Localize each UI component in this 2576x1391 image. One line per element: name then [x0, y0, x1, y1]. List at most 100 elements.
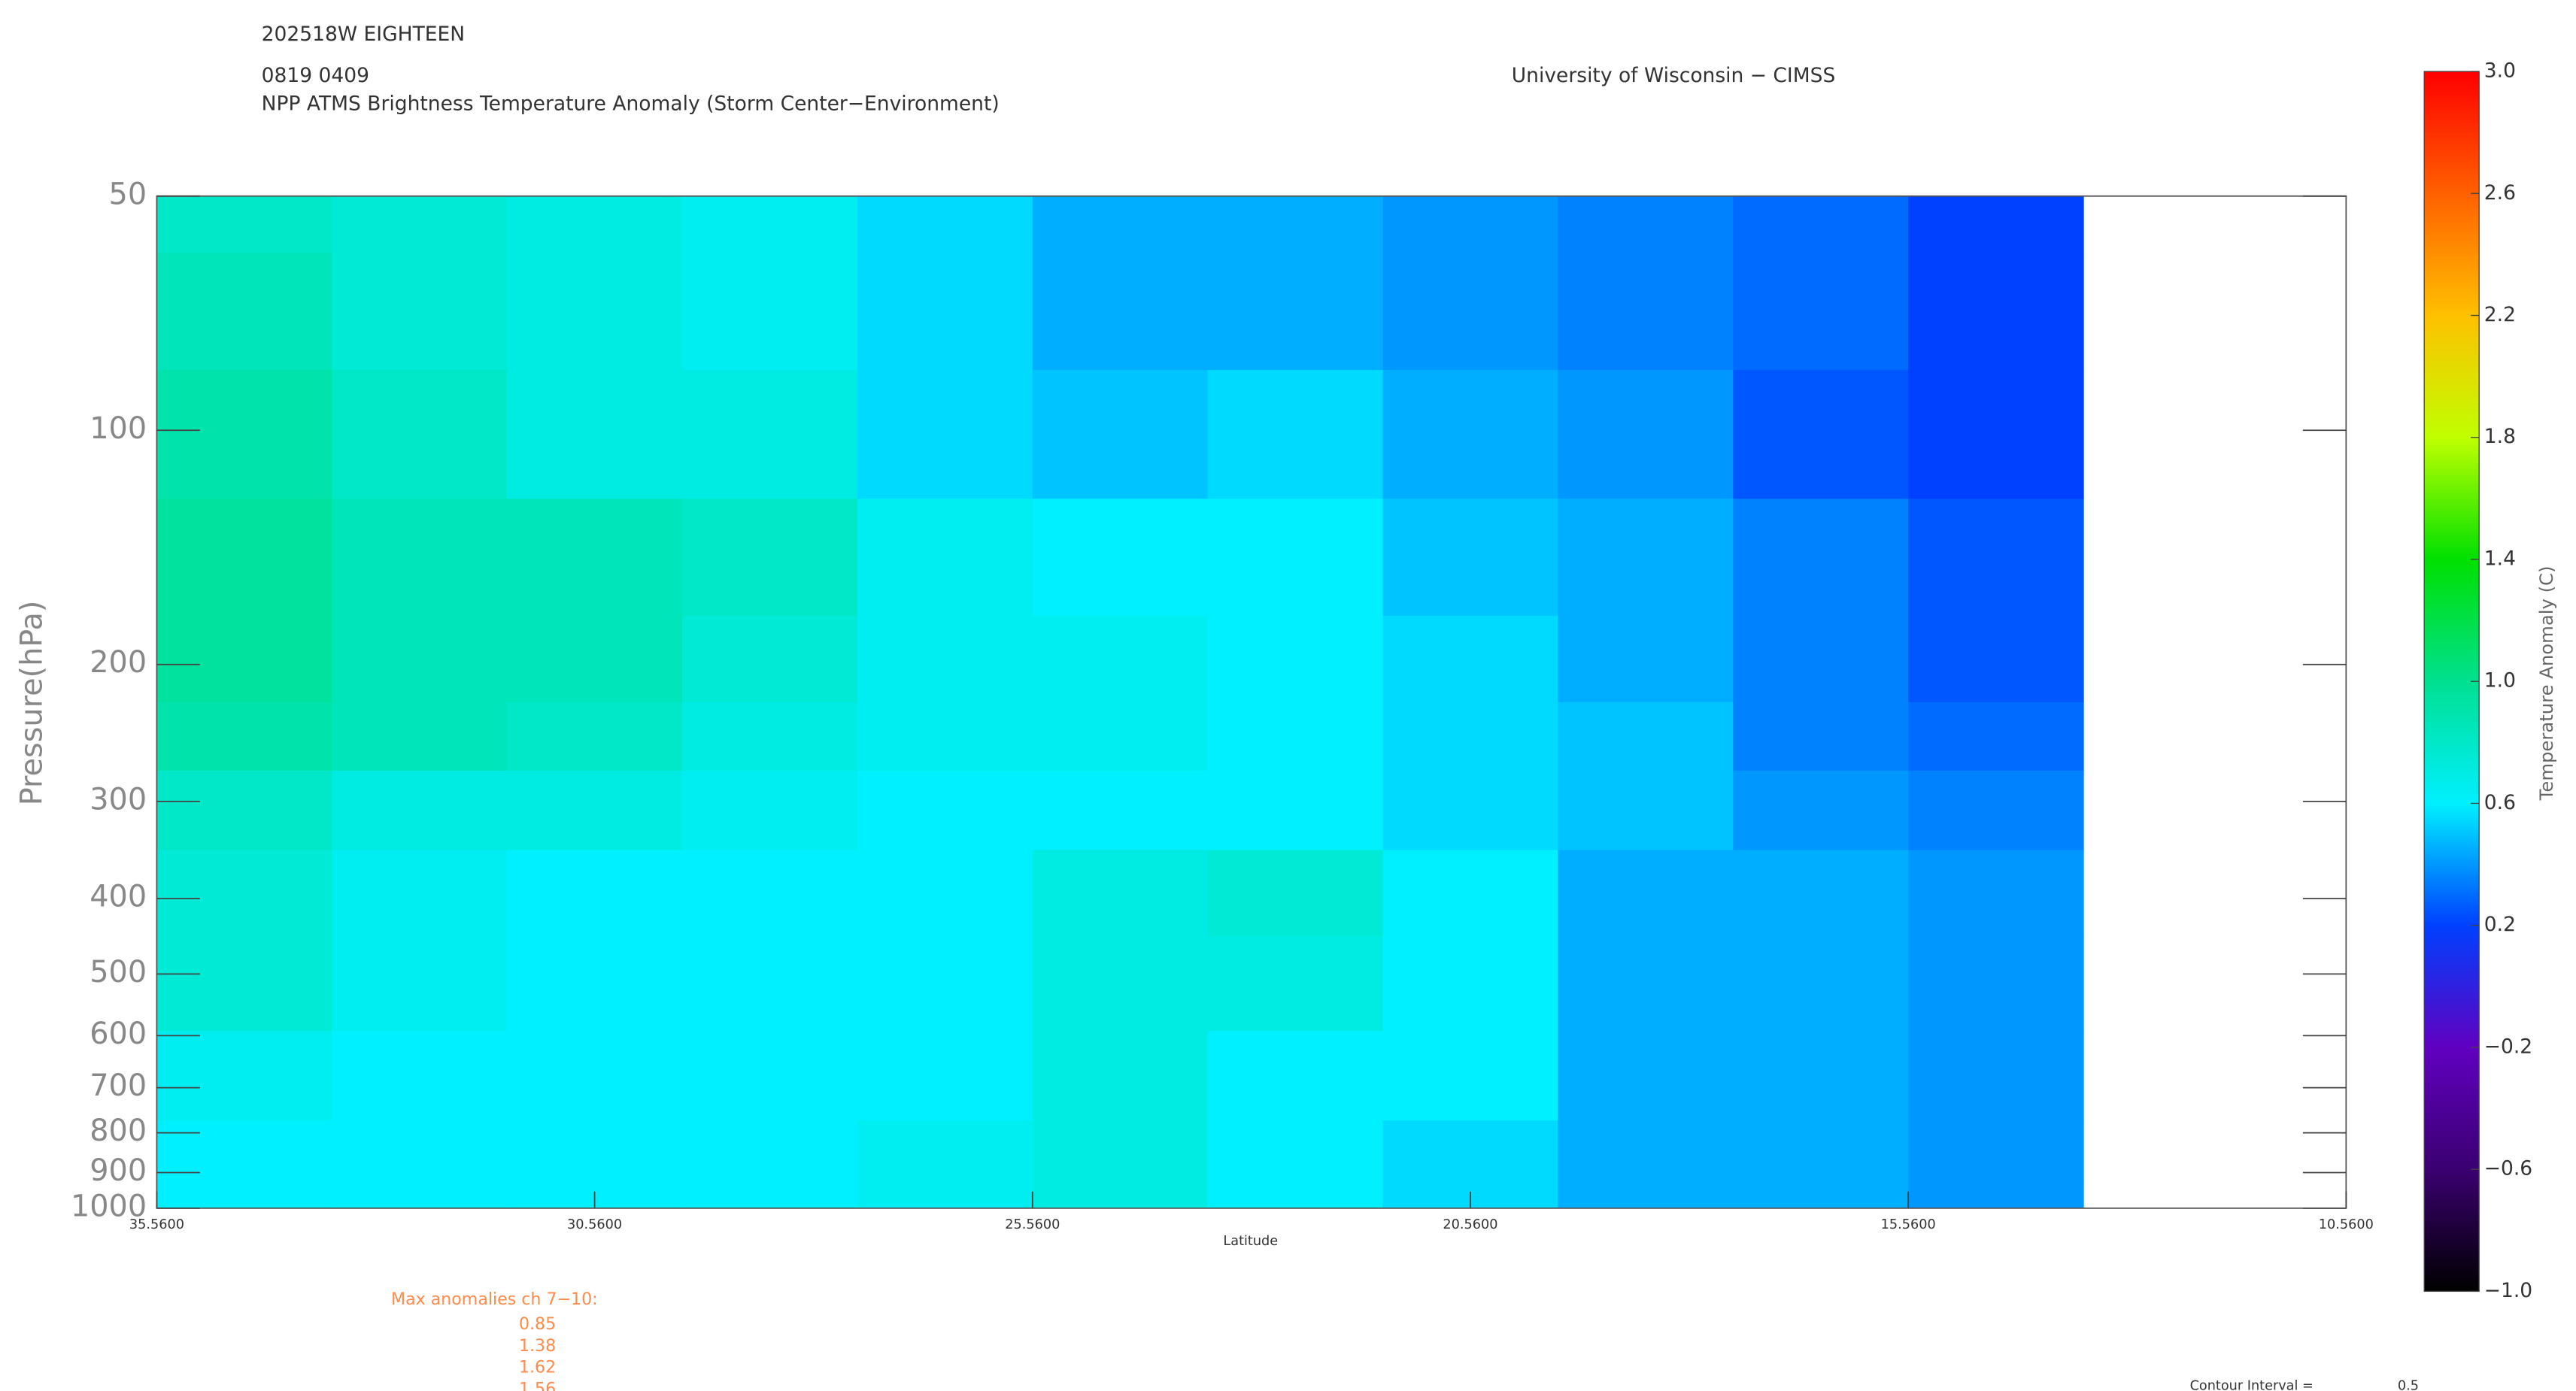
anomaly-cell [857, 936, 1033, 1032]
y-tick-label: 100 [90, 411, 147, 446]
anomaly-cell [682, 499, 858, 617]
anomaly-cell [682, 850, 858, 937]
anomaly-cell [1032, 702, 1209, 771]
colorbar-tick-label: 0.6 [2484, 791, 2516, 814]
anomaly-cell [156, 1180, 332, 1209]
anomaly-cell [1382, 253, 1559, 371]
anomaly-cell [332, 1180, 508, 1209]
anomaly-cell [1032, 1180, 1209, 1209]
anomaly-cell [507, 195, 683, 254]
x-axis-label: Latitude [1223, 1234, 1278, 1249]
anomaly-cell [1908, 936, 2084, 1032]
anomaly-cell [1558, 770, 1734, 851]
anomaly-cell [332, 253, 508, 371]
y-tick-label: 50 [109, 177, 147, 211]
storm-id: 202518W EIGHTEEN [262, 23, 465, 46]
colorbar-label: Temperature Anomaly (C) [2535, 565, 2557, 801]
anomaly-cell [1908, 702, 2084, 771]
anomaly-cell [1558, 1031, 1734, 1121]
anomaly-cell [1032, 499, 1209, 617]
anomaly-cell [332, 936, 508, 1032]
anomaly-cell [156, 1031, 332, 1121]
anomaly-cell [1032, 253, 1209, 371]
anomaly-cell [332, 370, 508, 500]
anomaly-cell [1733, 702, 1909, 771]
anomaly-cell [682, 1120, 858, 1182]
anomaly-cell [1908, 850, 2084, 937]
anomaly-cell [1908, 770, 2084, 851]
anomaly-cell [1733, 850, 1909, 937]
anomaly-cell [1207, 850, 1384, 937]
anomaly-cell [1558, 936, 1734, 1032]
anomaly-cell [156, 770, 332, 851]
anomaly-cell [682, 370, 858, 500]
anomaly-cell [1558, 195, 1734, 254]
anomaly-cell [156, 370, 332, 500]
anomaly-cell [682, 195, 858, 254]
x-tick-label: 20.5600 [1443, 1217, 1497, 1232]
y-tick-label: 700 [90, 1068, 147, 1103]
x-tick-label: 30.5600 [567, 1217, 622, 1232]
anomaly-cell [857, 195, 1033, 254]
anomaly-cell [1032, 850, 1209, 937]
anomaly-cell [1558, 616, 1734, 703]
anomaly-cell [682, 253, 858, 371]
anomaly-cell [1207, 770, 1384, 851]
anomaly-cell [1032, 1031, 1209, 1121]
anomaly-cell [1908, 195, 2084, 254]
anomaly-cell [1908, 499, 2084, 617]
anomaly-cell [1207, 616, 1384, 703]
anomaly-cell [1733, 195, 1909, 254]
anomaly-cell [1908, 1180, 2084, 1209]
anomaly-cell [1558, 702, 1734, 771]
plot [156, 195, 2084, 1209]
anomaly-cell [682, 1180, 858, 1209]
colorbar-tick-label: 2.6 [2484, 181, 2516, 205]
anomaly-cell [156, 195, 332, 254]
anomaly-cell [1733, 1120, 1909, 1182]
anomaly-cell [1558, 253, 1734, 371]
anomaly-cell [332, 1120, 508, 1182]
anomaly-cell [507, 616, 683, 703]
anomaly-cell [332, 616, 508, 703]
anomaly-cell [1908, 616, 2084, 703]
anomaly-cell [1733, 770, 1909, 851]
anomaly-cell [507, 850, 683, 937]
product: NPP ATMS Brightness Temperature Anomaly … [262, 92, 1000, 116]
anomaly-cell [1908, 370, 2084, 500]
anomaly-cell [1032, 936, 1209, 1032]
y-tick-label: 500 [90, 955, 147, 989]
institution: University of Wisconsin − CIMSS [1512, 64, 1836, 87]
anomaly-cell [1032, 616, 1209, 703]
time: 0819 0409 [262, 64, 369, 87]
x-tick-label: 25.5600 [1005, 1217, 1060, 1232]
anomaly-cell [682, 936, 858, 1032]
anomaly-cell [1207, 370, 1384, 500]
anomaly-cell [1207, 1031, 1384, 1121]
y-tick-label: 1000 [71, 1189, 147, 1223]
colorbar-tick-label: 1.0 [2484, 669, 2516, 692]
anomaly-cell [1207, 1180, 1384, 1209]
anomaly-cell [682, 770, 858, 851]
anomaly-cell [156, 499, 332, 617]
colorbar-tick-label: 1.4 [2484, 547, 2516, 570]
anomaly-cell [857, 770, 1033, 851]
anomaly-cell [682, 702, 858, 771]
contour-interval-label: Contour Interval = [2190, 1378, 2314, 1391]
y-tick-label: 300 [90, 782, 147, 817]
colorbar-tick-label: 3.0 [2484, 59, 2516, 83]
anomaly-cell [1382, 702, 1559, 771]
contour-interval-value: 0.5 [2398, 1378, 2419, 1391]
anomaly-cell [1733, 499, 1909, 617]
anomaly-cell [156, 616, 332, 703]
anomaly-cell [332, 499, 508, 617]
x-tick-label: 15.5600 [1881, 1217, 1936, 1232]
anomaly-cell [1382, 195, 1559, 254]
anomaly-cell [1207, 499, 1384, 617]
anomaly-cell [332, 850, 508, 937]
anomaly-cell [1382, 1031, 1559, 1121]
anomaly-cell [1382, 370, 1559, 500]
anomaly-cell [1382, 936, 1559, 1032]
anomaly-cell [1558, 370, 1734, 500]
